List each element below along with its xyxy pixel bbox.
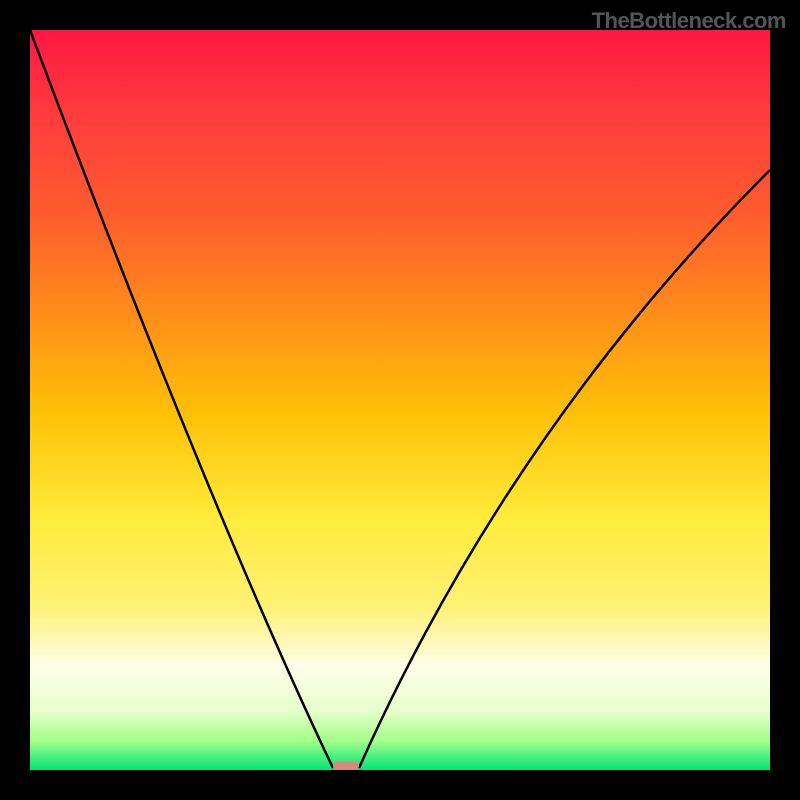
chart-background xyxy=(30,30,770,770)
bottleneck-marker xyxy=(333,762,359,771)
watermark-text: TheBottleneck.com xyxy=(592,8,786,34)
chart-canvas xyxy=(30,30,770,770)
chart-svg xyxy=(30,30,770,770)
